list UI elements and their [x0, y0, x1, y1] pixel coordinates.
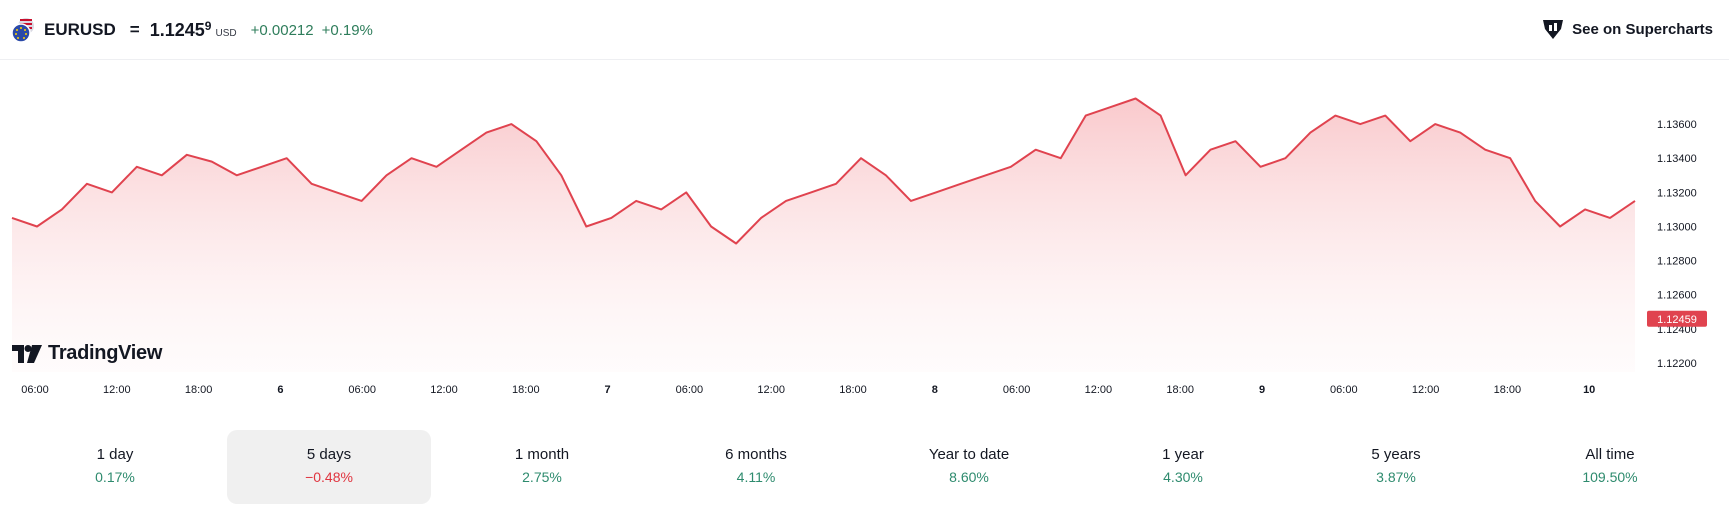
- range-change: 109.50%: [1582, 469, 1638, 485]
- x-tick-label: 12:00: [430, 384, 458, 396]
- tradingview-logo-icon: [12, 344, 42, 363]
- last-price-label: 1.12459: [1657, 314, 1697, 326]
- range-change: 3.87%: [1376, 469, 1416, 485]
- price-chart[interactable]: 1.13600 1.13400 1.13200 1.13000 1.12800 1.126…: [0, 60, 1729, 405]
- supercharts-label: See on Supercharts: [1572, 20, 1713, 38]
- x-tick-label: 9: [1259, 384, 1265, 396]
- x-axis: 06:00 12:00 18:00 6 06:00 12:00 18:00 7 06:00 12:…: [21, 384, 1595, 396]
- tradingview-logo[interactable]: TradingView: [12, 342, 162, 365]
- range-tab[interactable]: 1 month 2.75%: [440, 430, 644, 504]
- change-percent: +0.19%: [321, 21, 373, 39]
- range-selector: 1 day 0.17% 5 days −0.48% 1 month 2.75% 6 mont…: [0, 430, 1729, 506]
- y-tick-label: 1.12800: [1657, 256, 1697, 268]
- x-tick-label: 06:00: [1330, 384, 1358, 396]
- x-tick-label: 18:00: [512, 384, 540, 396]
- last-price-badge: 1.12459: [1647, 310, 1707, 327]
- range-tab[interactable]: 5 days −0.48%: [227, 430, 431, 504]
- range-tab[interactable]: 1 day 0.17%: [13, 430, 217, 504]
- price-main: 1.1245: [149, 20, 205, 40]
- x-tick-label: 10: [1583, 384, 1595, 396]
- currency-label: USD: [215, 27, 237, 39]
- symbol-name: EURUSD: [44, 20, 116, 39]
- y-tick-label: 1.13600: [1657, 119, 1697, 131]
- x-tick-label: 18:00: [1494, 384, 1522, 396]
- range-label: 1 year: [1162, 446, 1204, 463]
- y-tick-label: 1.12200: [1657, 358, 1697, 370]
- x-tick-label: 12:00: [1412, 384, 1440, 396]
- x-tick-label: 18:00: [185, 384, 213, 396]
- y-tick-label: 1.12600: [1657, 290, 1697, 302]
- range-label: All time: [1585, 446, 1635, 463]
- y-tick-label: 1.13000: [1657, 222, 1697, 234]
- range-change: 8.60%: [949, 469, 989, 485]
- tradingview-logo-text: TradingView: [48, 342, 163, 364]
- x-tick-label: 06:00: [1003, 384, 1031, 396]
- x-tick-label: 18:00: [1166, 384, 1194, 396]
- equals-sign: =: [129, 20, 140, 39]
- range-label: 5 years: [1371, 446, 1421, 463]
- x-tick-label: 06:00: [348, 384, 376, 396]
- range-change: 0.17%: [95, 469, 135, 485]
- range-tab[interactable]: All time 109.50%: [1508, 430, 1712, 504]
- symbol-header: EURUSD = 1.12459 USD +0.00212 +0.19% See…: [0, 0, 1729, 60]
- range-label: 6 months: [725, 446, 787, 463]
- range-tab[interactable]: 6 months 4.11%: [654, 430, 858, 504]
- range-change: 4.11%: [736, 469, 776, 485]
- eu-us-flag-icon: [10, 17, 36, 43]
- y-tick-label: 1.13400: [1657, 153, 1697, 165]
- price-area: [12, 98, 1635, 372]
- current-price: 1.12459: [150, 19, 212, 41]
- y-axis: 1.13600 1.13400 1.13200 1.13000 1.12800 1.126…: [1657, 119, 1697, 370]
- supercharts-icon: [1543, 20, 1564, 39]
- x-tick-label: 06:00: [676, 384, 704, 396]
- range-label: 5 days: [306, 446, 352, 463]
- range-change: −0.48%: [305, 469, 353, 485]
- y-tick-label: 1.13200: [1657, 187, 1697, 199]
- range-tab[interactable]: Year to date 8.60%: [867, 430, 1071, 504]
- x-tick-label: 7: [605, 384, 611, 396]
- x-tick-label: 6: [277, 384, 283, 396]
- x-tick-label: 12:00: [1085, 384, 1113, 396]
- see-on-supercharts-link[interactable]: See on Supercharts: [1540, 17, 1713, 41]
- symbol-info[interactable]: EURUSD = 1.12459 USD +0.00212 +0.19%: [10, 16, 373, 44]
- range-change: 4.30%: [1163, 469, 1203, 485]
- x-tick-label: 12:00: [103, 384, 131, 396]
- x-tick-label: 18:00: [839, 384, 867, 396]
- price-line: [11, 97, 1636, 245]
- range-label: 1 day: [96, 446, 134, 463]
- range-tab[interactable]: 5 years 3.87%: [1294, 430, 1498, 504]
- range-label: Year to date: [928, 446, 1010, 463]
- price-last-digit: 9: [204, 19, 212, 33]
- x-tick-label: 06:00: [21, 384, 49, 396]
- change-absolute: +0.00212: [250, 21, 314, 39]
- range-label: 1 month: [514, 446, 570, 463]
- range-change: 2.75%: [522, 469, 562, 485]
- x-tick-label: 8: [932, 384, 938, 396]
- x-tick-label: 12:00: [757, 384, 785, 396]
- range-tab[interactable]: 1 year 4.30%: [1081, 430, 1285, 504]
